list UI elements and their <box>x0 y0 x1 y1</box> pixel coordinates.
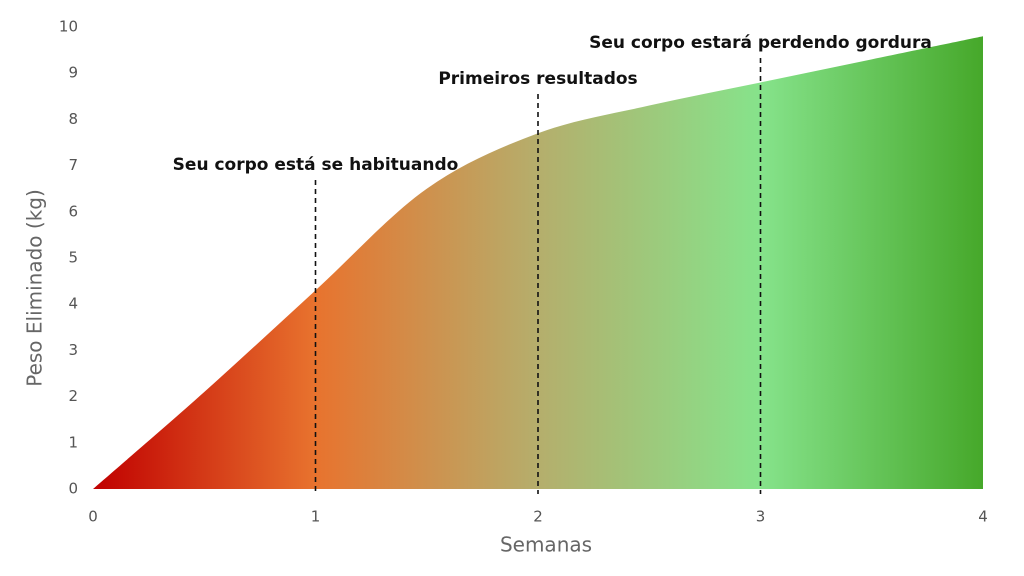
annotation-label: Primeiros resultados <box>438 69 637 89</box>
y-tick-label: 6 <box>68 202 78 220</box>
y-tick-label: 3 <box>68 341 78 359</box>
x-tick-label: 4 <box>978 508 988 526</box>
x-axis-label: Semanas <box>500 533 592 557</box>
y-axis-label: Peso Eliminado (kg) <box>23 189 47 387</box>
y-tick-label: 0 <box>68 480 78 498</box>
annotation-label: Seu corpo estará perdendo gordura <box>589 33 932 53</box>
annotation-label: Seu corpo está se habituando <box>173 155 459 175</box>
y-tick-label: 5 <box>68 249 78 267</box>
y-tick-label: 8 <box>68 110 78 128</box>
y-tick-label: 2 <box>68 387 78 405</box>
y-tick-label: 7 <box>68 156 78 174</box>
y-tick-label: 1 <box>68 433 78 451</box>
y-tick-label: 10 <box>59 18 78 36</box>
x-tick-label: 0 <box>88 508 98 526</box>
x-tick-label: 3 <box>756 508 766 526</box>
x-tick-label: 2 <box>533 508 543 526</box>
y-tick-label: 9 <box>68 64 78 82</box>
x-tick-label: 1 <box>311 508 321 526</box>
y-tick-label: 4 <box>68 295 78 313</box>
